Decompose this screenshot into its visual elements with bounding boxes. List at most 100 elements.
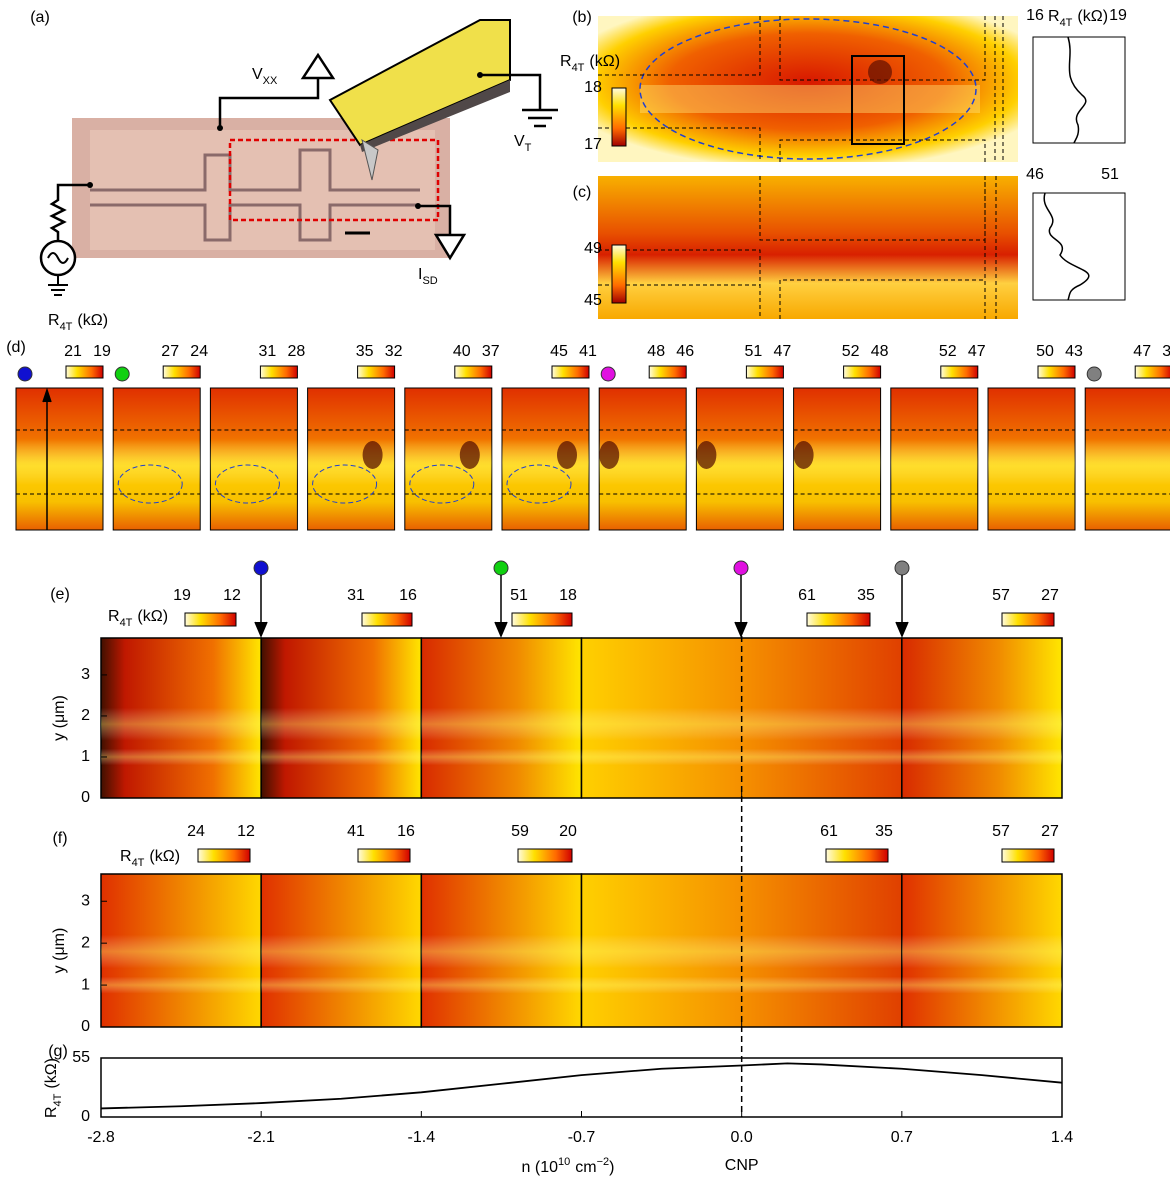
device-outline (113, 429, 201, 495)
panel-label: (e) (50, 586, 70, 603)
colorbar (184, 612, 237, 627)
colorbar (940, 365, 979, 379)
x-tick-label: 0.7 (891, 1129, 913, 1146)
wire (218, 78, 320, 128)
label-part: R (560, 53, 572, 70)
wire (418, 204, 452, 235)
heatmap-band (101, 976, 262, 994)
marker-green (493, 560, 509, 576)
colorbar (648, 365, 687, 379)
label-part: SD (422, 275, 437, 287)
colorbar (197, 848, 251, 863)
colorbar-tick: 43 (1065, 343, 1083, 360)
colorbar (357, 365, 396, 379)
label-part: 4T (132, 857, 145, 869)
label-part: 4T (60, 321, 73, 333)
profile-tick: 51 (1101, 166, 1119, 183)
ellipse-outline (506, 464, 572, 504)
device-outline (994, 16, 1004, 162)
heatmap-band (261, 748, 422, 766)
x-tick-label: 1.4 (1051, 1129, 1073, 1146)
marker (17, 366, 33, 382)
colorbar-tick: 49 (584, 240, 602, 257)
label-part: (kΩ) (137, 608, 168, 625)
hotspot (793, 441, 814, 469)
hotspot (696, 441, 717, 469)
marker-arrow (895, 575, 909, 638)
colorbar (1001, 848, 1055, 863)
label-part: V (514, 133, 525, 150)
colorbar (162, 365, 201, 379)
label-part: T (525, 142, 532, 154)
colorbar-tick: 47 (968, 343, 986, 360)
y-axis-label: y (μm) (51, 695, 68, 741)
colorbar (611, 244, 627, 304)
wire (480, 73, 542, 110)
x-tick-label: -2.8 (87, 1129, 115, 1146)
heatmap-band (581, 707, 902, 741)
x-tick-label: 0.0 (731, 1129, 753, 1146)
heatmap-band (421, 707, 582, 741)
marker-arrow (734, 575, 748, 638)
colorbar-tick: 27 (1041, 587, 1059, 604)
label-part: (kΩ) (589, 53, 620, 70)
label-part: 4T (1060, 17, 1073, 29)
hotspot (557, 441, 577, 469)
selection-box (851, 55, 905, 145)
colorbar-tick: 48 (647, 343, 665, 360)
device-outline (793, 429, 881, 495)
annotation: CNP (725, 1157, 759, 1174)
label-part: (kΩ) (43, 1058, 60, 1089)
colorbar-tick: 41 (579, 343, 597, 360)
heatmap-band (421, 748, 582, 766)
y-tick-label: 55 (72, 1049, 90, 1066)
colorbar-tick: 57 (992, 823, 1010, 840)
contact (415, 203, 421, 209)
profile-curve (1067, 36, 1087, 144)
scan-band (113, 440, 201, 485)
scan-region (228, 138, 440, 222)
label-part: (kΩ) (1077, 8, 1108, 25)
label-part: n (10 (522, 1159, 559, 1176)
colorbar (825, 848, 889, 863)
marker (1086, 366, 1102, 382)
colorbar (361, 612, 413, 627)
y-tick-label: 0 (81, 1108, 90, 1125)
probe-tip (361, 138, 379, 181)
marker (600, 366, 616, 382)
colorbar (357, 848, 411, 863)
heatmap-band (261, 934, 422, 969)
heatmap-band (421, 976, 582, 994)
x-tick-label: -1.4 (408, 1129, 436, 1146)
device-outline (988, 429, 1075, 495)
colorbar-tick: 47 (1133, 343, 1151, 360)
y-tick-label: 3 (81, 892, 90, 909)
profile-tick: 16 (1026, 7, 1044, 24)
colorbar-tick: 50 (1036, 343, 1054, 360)
colorbar-tick: 45 (550, 343, 568, 360)
device-outline (404, 429, 492, 495)
map-b (598, 16, 1126, 162)
heatmap (598, 16, 1018, 162)
colorbar-tick: 16 (397, 823, 415, 840)
colorbar-title: R4T (kΩ) (120, 848, 180, 869)
y-tick-label: 0 (81, 1018, 90, 1035)
density-markers (253, 560, 910, 638)
label-part: 4T (572, 62, 585, 74)
device-outline (984, 176, 997, 319)
contact (87, 182, 93, 188)
hall-bar (90, 148, 420, 192)
colorbar-tick: 45 (584, 292, 602, 309)
panel-label: (a) (30, 9, 50, 26)
colorbar-title: R4T (kΩ) (48, 312, 108, 333)
colorbar-tick: 35 (857, 587, 875, 604)
heatmap-band (261, 976, 422, 994)
scan-band (1085, 440, 1170, 485)
scan-band (988, 440, 1075, 485)
colorbar-tick: 48 (871, 343, 889, 360)
colorbar (259, 365, 298, 379)
heatmap-band (261, 707, 422, 741)
colorbar-tick: 37 (482, 343, 500, 360)
colorbar-tick: 46 (676, 343, 694, 360)
